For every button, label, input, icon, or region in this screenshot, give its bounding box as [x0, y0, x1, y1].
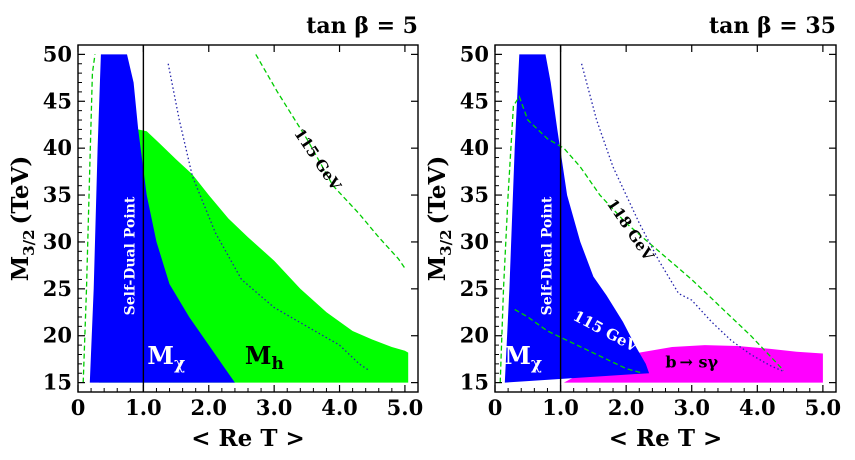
x-tick-label: 1.0 [542, 395, 579, 420]
y-tick-label: 40 [43, 135, 72, 160]
plot-area [499, 45, 823, 392]
region-label-m-chi: Mχ [147, 341, 185, 374]
chart-left: Self-Dual Point 0 1.0 2.0 3.0 4.0 5.0 15 20 25 30 3… [7, 13, 423, 452]
chart-title: tan β = 5 [306, 13, 418, 39]
curve-label: 115 GeV [290, 125, 345, 194]
y-tick-label: 45 [460, 88, 489, 113]
x-tick-label: 2.0 [608, 395, 645, 420]
y-tick-label: 45 [43, 88, 72, 113]
plot-area [82, 45, 409, 392]
y-tick-label: 50 [460, 41, 489, 66]
region-label-b-to-s-gamma: b → sγ [665, 353, 718, 372]
y-tick-label: 35 [43, 182, 72, 207]
chart-right: Self-Dual Point 0 1.0 2.0 3.0 4.0 5.0 15 20 25 30 3… [424, 13, 841, 452]
x-axis-label: < Re T > [191, 425, 304, 452]
y-tick-label: 15 [460, 370, 489, 395]
y-tick-label: 50 [43, 41, 72, 66]
y-axis-label: M3/2(TeV) [424, 156, 455, 282]
series-115-gev [514, 308, 643, 374]
series-green-dashed-left [499, 95, 784, 383]
y-tick-label: 20 [460, 323, 489, 348]
x-tick-label: 4.0 [739, 395, 776, 420]
y-tick-label: 15 [43, 370, 72, 395]
x-tick-label: 3.0 [256, 395, 293, 420]
self-dual-label: Self-Dual Point [122, 196, 138, 315]
series-green-dashed-left [82, 54, 96, 383]
x-tick-label: 1.0 [125, 395, 162, 420]
y-tick-label: 25 [43, 276, 72, 301]
region-label-m-chi: Mχ [504, 341, 542, 374]
chart-title: tan β = 35 [709, 13, 836, 39]
x-tick-label: 4.0 [321, 395, 358, 420]
y-tick-label: 25 [460, 276, 489, 301]
x-tick-label: 3.0 [673, 395, 710, 420]
region-m-chi [504, 54, 650, 383]
x-tick-label: 0 [488, 395, 503, 420]
x-tick-label: 2.0 [190, 395, 227, 420]
y-axis-label: M3/2(TeV) [7, 156, 38, 282]
series-115-gev [255, 54, 406, 269]
y-tick-label: 30 [43, 229, 72, 254]
self-dual-label: Self-Dual Point [540, 196, 556, 315]
x-tick-label: 5.0 [805, 395, 842, 420]
region-m-chi [89, 54, 235, 383]
x-axis-label: < Re T > [609, 425, 722, 452]
curve-label: 118 GeV [603, 196, 658, 265]
y-tick-label: 40 [460, 135, 489, 160]
region-label-m-h: Mh [245, 341, 284, 374]
y-tick-label: 35 [460, 182, 489, 207]
x-tick-label: 0 [71, 395, 86, 420]
y-tick-label: 20 [43, 323, 72, 348]
x-tick-label: 5.0 [387, 395, 424, 420]
y-tick-label: 30 [460, 229, 489, 254]
